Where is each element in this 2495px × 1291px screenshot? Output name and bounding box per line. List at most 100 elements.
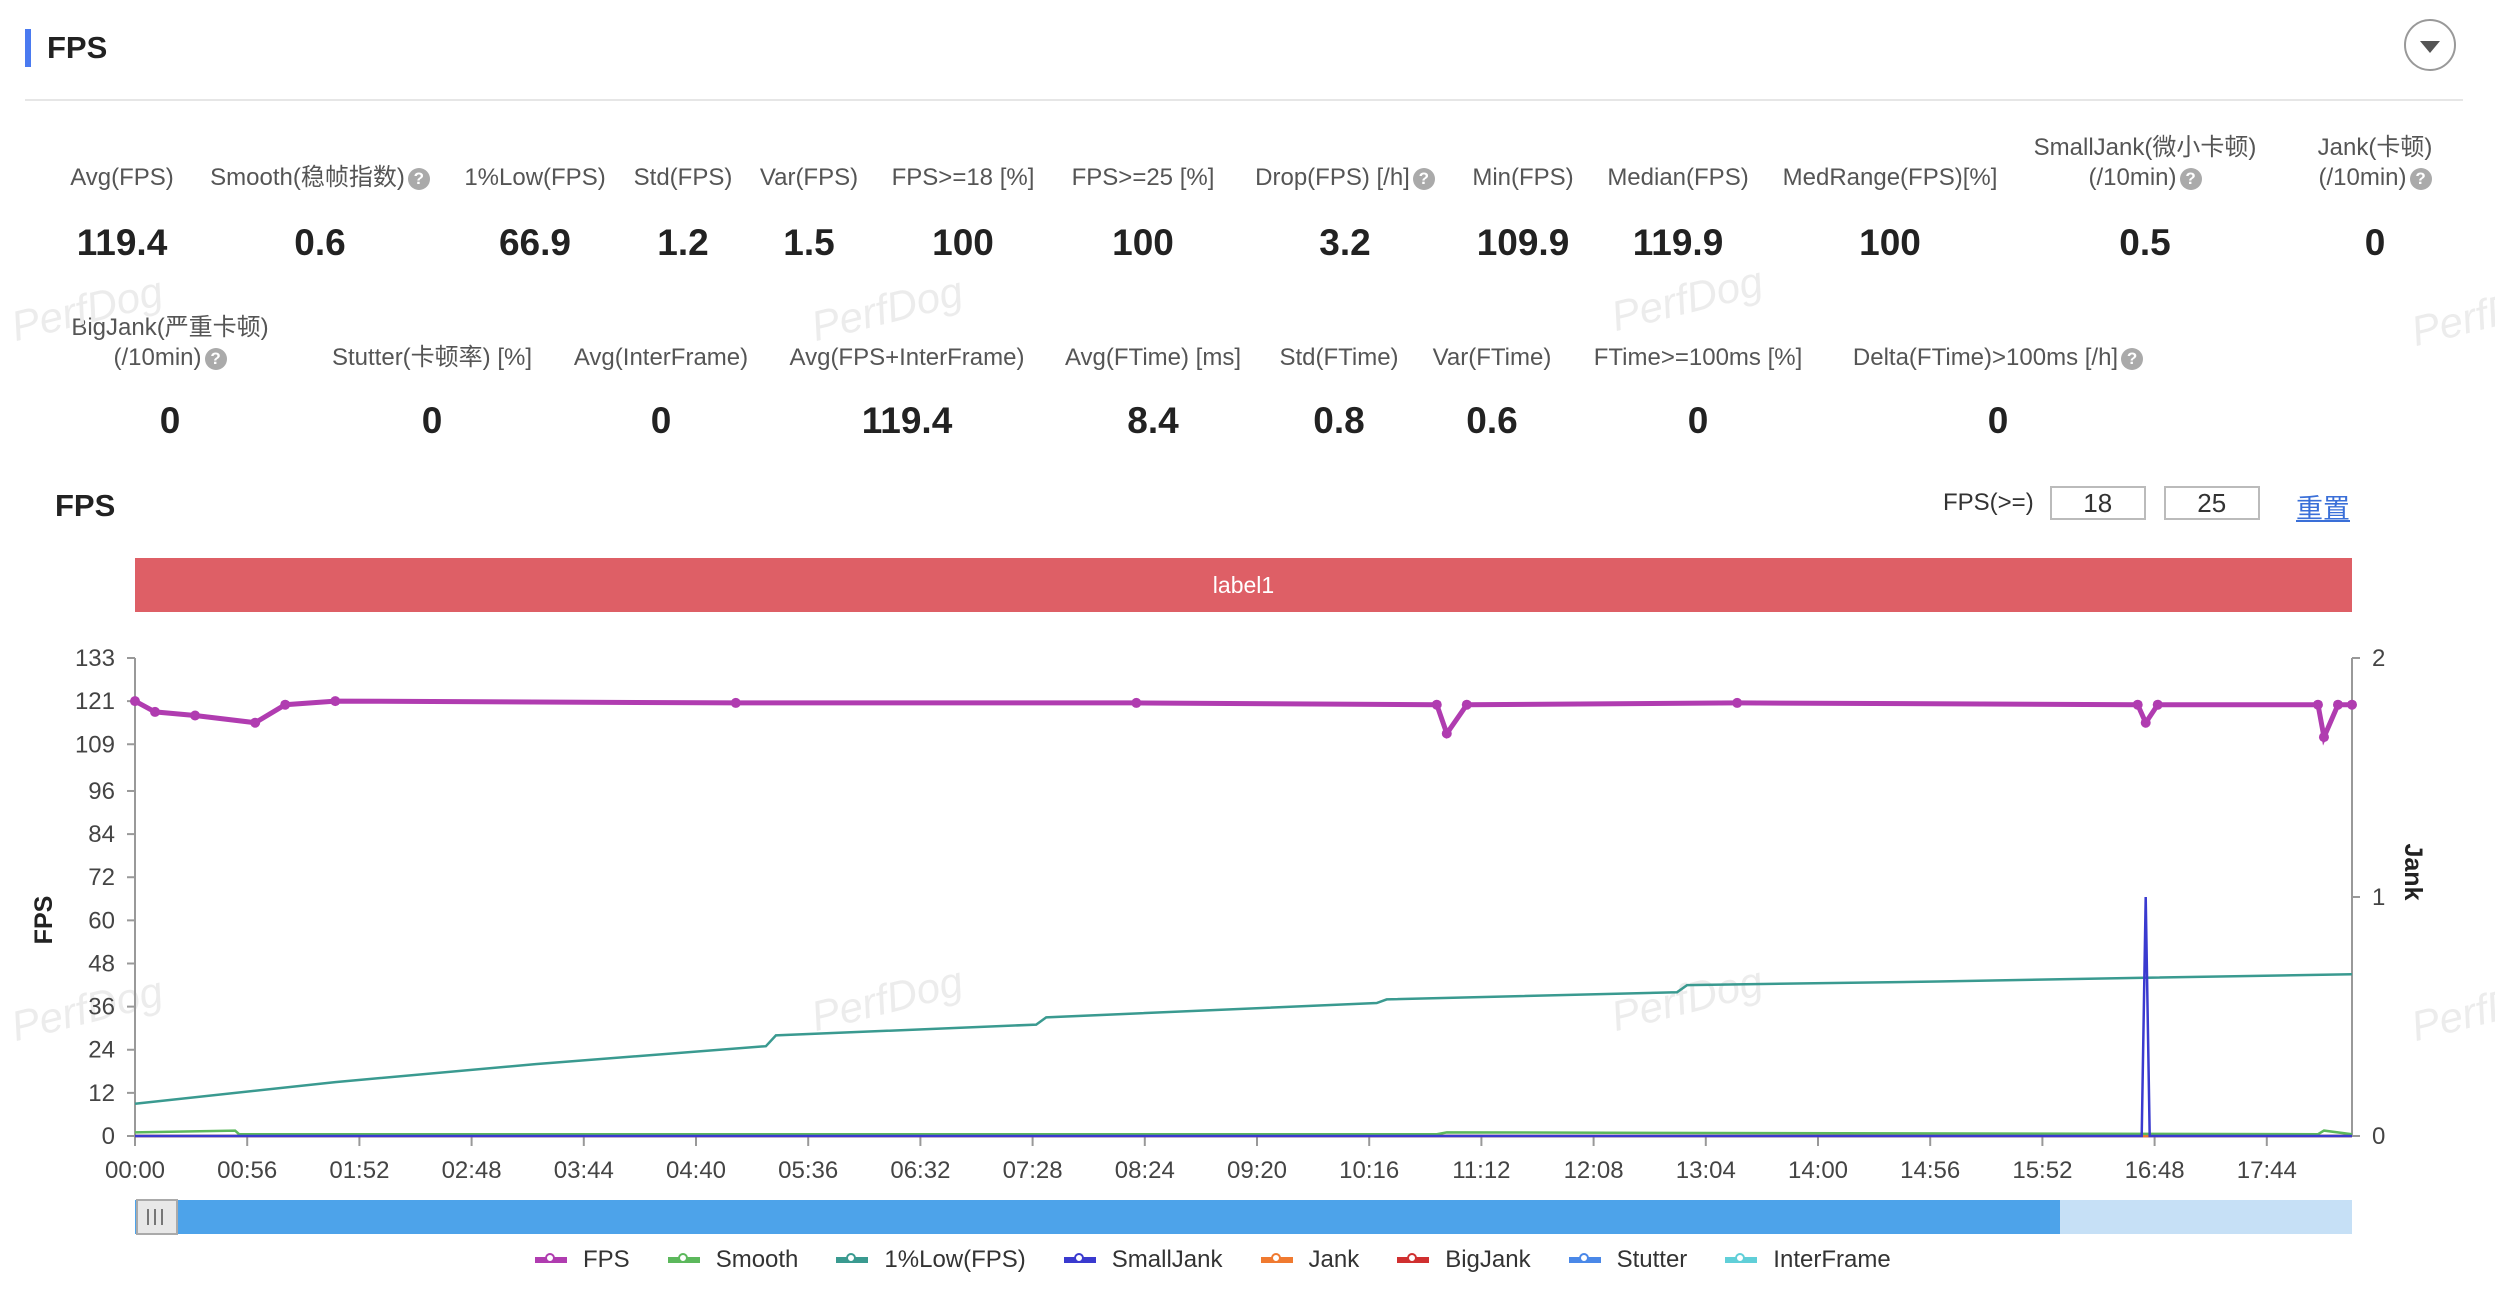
y-tick-label: 36 [88,994,115,1021]
y-tick-label: 72 [88,864,115,891]
fps-point [330,696,341,707]
fps-point [2318,732,2329,743]
metric-label: Avg(FPS) [0,163,302,193]
y-tick-label: 60 [88,907,115,934]
metric-label: FPS>=25 [%] [963,163,1323,193]
metric-value: 0 [1987,400,2009,441]
reset-link[interactable]: 重置 [2296,494,2350,524]
series-line-1-low-fps- [134,973,2353,1105]
legend-swatch [535,1253,567,1263]
legend-item[interactable]: BigJank [1397,1246,1531,1274]
legend-label: Stutter [1616,1246,1688,1273]
metric-label-text: Avg(FTime) [ms] [1064,344,1241,371]
metric-label: MedRange(FPS)[%] [1710,163,2070,193]
metric-label-text: FPS>=25 [%] [1071,164,1215,191]
metric-label: BigJank(严重卡顿) (/10min)? [0,313,350,373]
x-tick-label: 06:32 [890,1157,950,1184]
legend-marker-icon [1073,1253,1084,1263]
x-tick-label: 08:24 [1115,1157,1175,1184]
metric-label: Drop(FPS) [/h]? [1165,163,1525,193]
y-tick-label: 109 [75,731,115,758]
legend-item[interactable]: SmallJank [1063,1246,1223,1274]
legend-swatch [667,1253,700,1263]
fps-point [1431,699,1442,710]
metric-value: 100 [1859,222,1921,263]
metric-label-text: SmallJank(微小卡顿) [2033,134,2257,161]
metric-value: 0.5 [2119,222,2171,263]
x-tick-label: 13:04 [1676,1157,1736,1184]
fps-point [190,710,201,721]
metric-label-text: Drop(FPS) [/h] [1255,164,1410,191]
help-icon[interactable]: ? [1412,167,1435,190]
y-tick-label: 84 [88,821,115,848]
legend-item[interactable]: Jank [1260,1246,1359,1274]
fps-point [2140,717,2151,728]
metric-label: FPS>=18 [%] [783,163,1143,193]
y-tick-label: 133 [75,645,115,672]
help-icon[interactable]: ? [2179,167,2202,190]
metric-label-text: FTime>=100ms [%] [1593,344,1803,371]
metric-label: Min(FPS) [1343,163,1703,193]
legend-swatch [1397,1253,1430,1263]
fps-point [730,697,741,708]
legend-label: InterFrame [1773,1246,1891,1273]
fps-threshold-input-1[interactable] [2049,486,2146,520]
metric-label: Stutter(卡顿率) [%] [252,343,612,373]
fps-threshold-input-2[interactable] [2163,486,2260,520]
x-tick-label: 11:12 [1452,1157,1510,1184]
metric-value: 119.9 [1632,222,1724,263]
help-icon[interactable]: ? [407,167,430,190]
fps-point [150,706,161,717]
legend-label: Smooth [715,1246,799,1273]
y-tick-label: 12 [88,1080,115,1107]
label-band[interactable]: label1 [135,558,2352,612]
fps-point [2312,699,2323,710]
metric-value: 1.5 [783,222,835,263]
fps-filter-label: FPS(>=) [1943,489,2034,516]
legend-item[interactable]: Stutter [1568,1246,1688,1274]
metric-value: 0 [421,400,443,441]
metric-value: 0.6 [294,222,346,263]
legend-label: 1%Low(FPS) [884,1246,1026,1273]
metric-label: Smooth(稳帧指数)? [140,163,500,193]
metric-label: Avg(FPS+InterFrame) [727,343,1087,373]
metric-label: Std(FTime) [1159,343,1519,373]
metric-value: 8.4 [1127,400,1179,441]
fps-point [280,699,291,710]
y-right-tick-label: 1 [2372,884,2385,911]
y-tick-label: 0 [102,1123,115,1150]
fps-point [1131,697,1142,708]
legend-marker-icon [1578,1253,1589,1263]
help-icon[interactable]: ? [2121,347,2144,370]
fps-point [250,717,261,728]
legend-item[interactable]: 1%Low(FPS) [836,1246,1026,1274]
metric-label: 1%Low(FPS) [355,163,715,193]
metric-label-text: 1%Low(FPS) [464,164,606,191]
metric-label-text: Var(FTime) [1432,344,1552,371]
metric-label: Var(FTime) [1312,343,1672,373]
y-right-tick-label: 2 [2372,645,2385,672]
legend-marker-icon [1407,1253,1418,1263]
metric-value: 1.2 [657,222,709,263]
help-icon[interactable]: ? [2409,167,2432,190]
metric-value: 0.6 [1466,400,1518,441]
metric-label-text: Avg(FPS) [70,164,174,191]
x-tick-label: 01:52 [329,1157,389,1184]
legend-item[interactable]: FPS [535,1246,630,1274]
metric-label: FTime>=100ms [%] [1518,343,1878,373]
fps-point [2332,699,2343,710]
legend-item[interactable]: Smooth [667,1246,799,1274]
x-tick-label: 02:48 [442,1157,502,1184]
x-tick-label: 14:00 [1788,1157,1848,1184]
help-icon[interactable]: ? [204,347,227,370]
metric-label-text: Std(FPS) [633,164,733,191]
collapse-button[interactable] [2404,19,2456,71]
legend-item[interactable]: InterFrame [1725,1246,1891,1274]
metric-label-text: Stutter(卡顿率) [%] [331,344,533,371]
y-tick-label: 121 [75,688,115,715]
metric-label-text: Avg(FPS+InterFrame) [789,344,1025,371]
metric-value: 0 [1687,400,1709,441]
zoom-bar-fade [2060,1200,2352,1234]
x-tick-label: 04:40 [666,1157,726,1184]
